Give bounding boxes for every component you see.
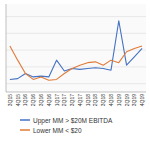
series-group xyxy=(10,21,142,81)
legend-swatch xyxy=(20,119,30,121)
x-tick-label: 2Q18 xyxy=(92,94,98,106)
x-tick-label: 4Q18 xyxy=(108,94,114,106)
grid-line xyxy=(6,50,146,51)
x-tick-label: 3Q17 xyxy=(69,94,75,106)
plot-area xyxy=(6,4,146,92)
x-tick-label: 3Q15 xyxy=(7,94,13,106)
x-axis-line xyxy=(6,92,146,93)
grid-line xyxy=(6,83,146,84)
x-tick-label: 1Q17 xyxy=(54,94,60,106)
line xyxy=(10,46,142,80)
x-tick-label: 1Q16 xyxy=(22,94,28,106)
legend: Upper MM > $20M EBITDA Lower MM < $20 xyxy=(20,117,113,134)
x-tick-label: 3Q18 xyxy=(100,94,106,106)
grid-line xyxy=(6,33,146,34)
x-tick-label: 3Q19 xyxy=(131,94,137,106)
x-tick-label: 2Q19 xyxy=(124,94,130,106)
legend-swatch xyxy=(20,129,30,131)
x-tick-label: 4Q16 xyxy=(46,94,52,106)
y-axis-line xyxy=(6,4,7,92)
legend-label: Upper MM > $20M EBITDA xyxy=(33,117,113,125)
x-tick-label: 2Q16 xyxy=(30,94,36,106)
x-tick-label: 1Q18 xyxy=(85,94,91,106)
x-tick-label: 2Q17 xyxy=(61,94,67,106)
x-tick-label: 1Q19 xyxy=(116,94,122,106)
chart: 3Q154Q151Q162Q163Q164Q161Q172Q173Q174Q17… xyxy=(0,0,150,150)
x-tick-label: 3Q16 xyxy=(38,94,44,106)
x-tick-label: 4Q17 xyxy=(77,94,83,106)
legend-label: Lower MM < $20 xyxy=(33,127,82,134)
grid-line xyxy=(6,16,146,17)
x-tick-label: 4Q15 xyxy=(15,94,21,106)
line xyxy=(10,21,142,80)
x-tick-label: 4Q19 xyxy=(139,94,145,106)
